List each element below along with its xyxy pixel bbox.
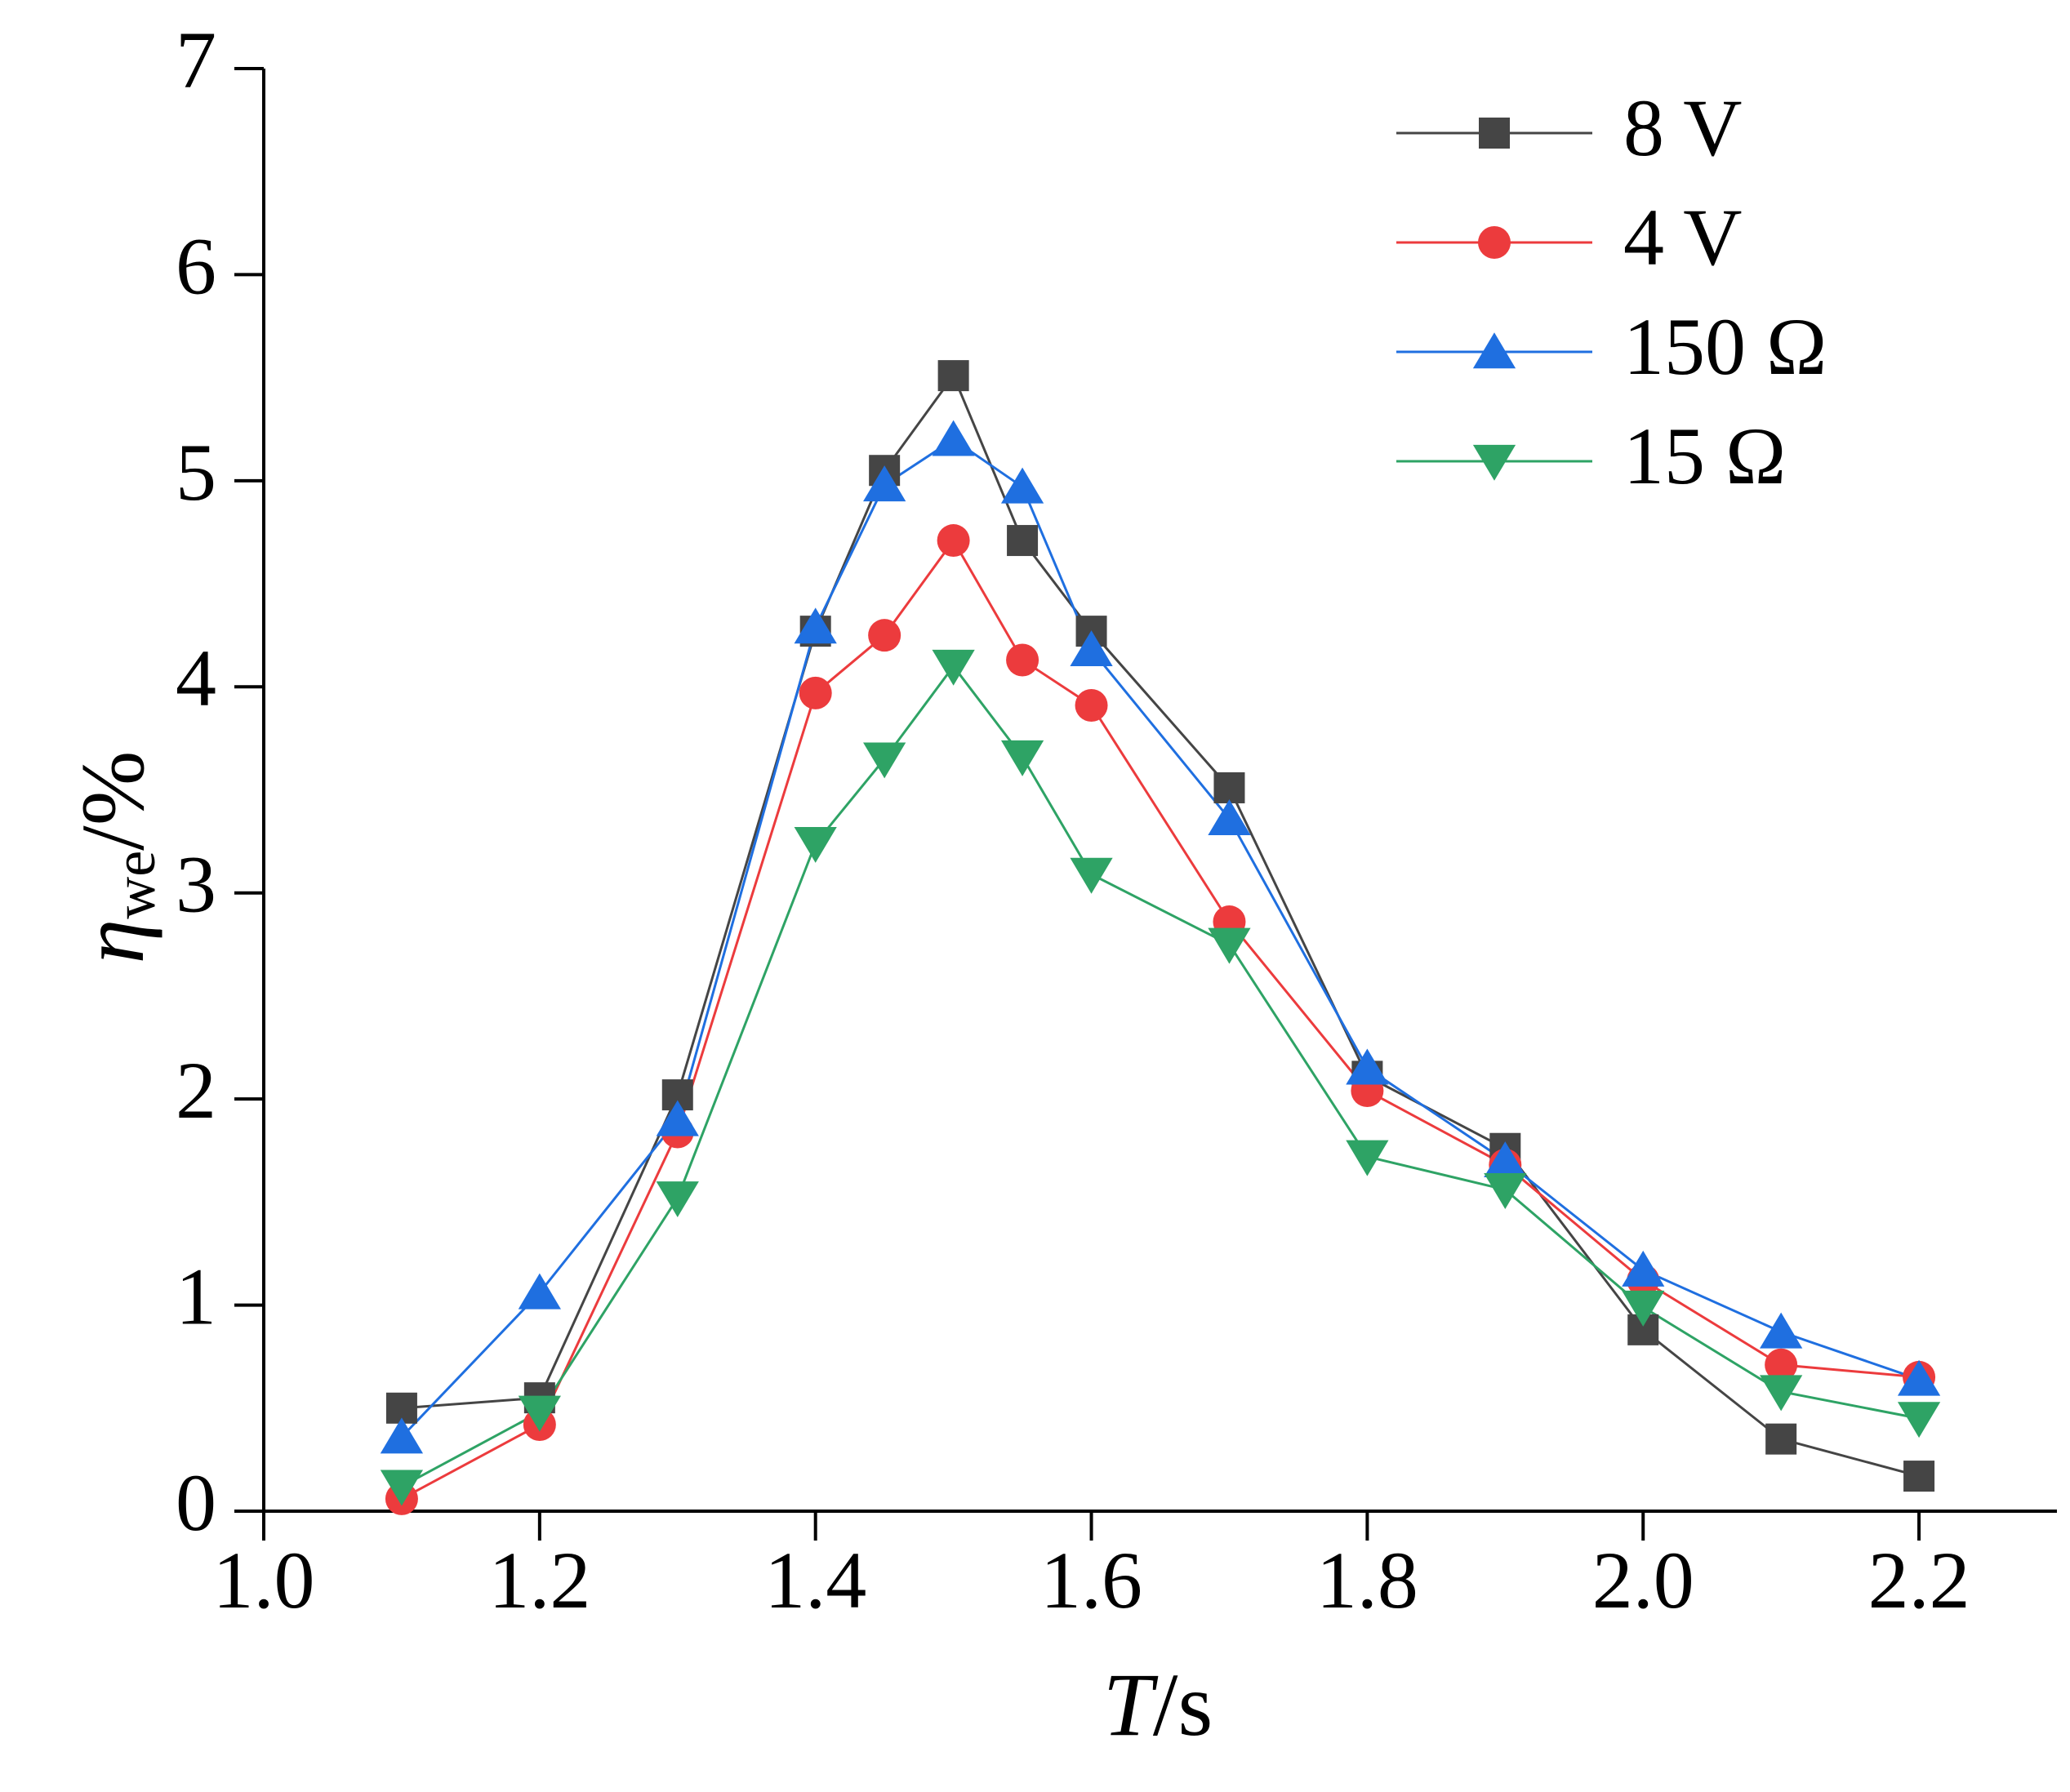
legend-marker — [1472, 332, 1516, 369]
legend-label: 4 V — [1623, 192, 1742, 282]
x-label-symbol: T — [1103, 1655, 1159, 1754]
data-point — [1208, 927, 1251, 964]
data-point — [656, 1181, 699, 1218]
x-tick-label: 1.0 — [213, 1535, 315, 1625]
series-line — [400, 438, 1920, 1438]
series-line — [401, 538, 1920, 1501]
data-point — [380, 1417, 424, 1454]
data-point — [794, 826, 837, 863]
data-point — [1897, 1402, 1941, 1438]
data-point — [1075, 689, 1108, 723]
y-label-symbol: η — [63, 919, 162, 964]
x-axis-label: T/s — [1103, 1655, 1213, 1754]
data-point — [937, 524, 970, 558]
data-point — [1346, 1140, 1389, 1176]
y-label-unit: /% — [63, 751, 162, 851]
y-tick-label: 0 — [176, 1457, 216, 1548]
data-point — [1213, 771, 1245, 803]
data-point — [1000, 740, 1044, 776]
x-tick-label: 1.6 — [1040, 1535, 1142, 1625]
data-point — [1070, 857, 1113, 894]
data-point — [1000, 467, 1044, 504]
data-point — [1346, 1048, 1389, 1085]
data-point — [656, 1100, 699, 1136]
data-point — [518, 1273, 561, 1310]
legend-label: 8 V — [1623, 82, 1742, 173]
legend-marker — [1479, 118, 1510, 149]
data-point — [1070, 630, 1113, 667]
y-axis-label: ηwe/% — [63, 751, 167, 964]
data-point — [1484, 1173, 1527, 1209]
data-point — [1006, 643, 1039, 677]
data-point — [380, 1470, 424, 1506]
y-tick-label: 4 — [176, 633, 216, 723]
y-tick-label: 5 — [176, 427, 216, 518]
x-label-unit: /s — [1153, 1655, 1213, 1754]
data-point — [799, 676, 832, 709]
data-point — [1760, 1375, 1803, 1412]
legend-label: 15 Ω — [1623, 411, 1786, 501]
data-point — [932, 649, 975, 686]
data-point — [937, 360, 969, 392]
data-point — [1903, 1461, 1935, 1492]
x-tick-label: 1.8 — [1316, 1535, 1418, 1625]
data-point — [794, 607, 837, 644]
series-line — [401, 373, 1920, 1478]
data-point — [518, 1395, 561, 1432]
y-tick-label: 7 — [176, 15, 216, 105]
data-point — [1208, 799, 1251, 836]
data-point — [1622, 1250, 1665, 1287]
x-tick-label: 2.0 — [1592, 1535, 1694, 1625]
data-point — [863, 742, 906, 779]
x-tick-label: 2.2 — [1868, 1535, 1970, 1625]
legend-marker — [1478, 226, 1511, 259]
data-point — [1622, 1290, 1665, 1327]
series-line — [401, 664, 1920, 1488]
data-point — [1765, 1348, 1798, 1381]
data-point — [1007, 525, 1039, 557]
legend-marker — [1472, 444, 1516, 481]
y-tick-label: 6 — [176, 220, 216, 311]
y-label-subscript: we — [102, 851, 167, 919]
y-tick-label: 1 — [176, 1252, 216, 1342]
legend-label: 150 Ω — [1623, 301, 1827, 392]
data-point — [1765, 1423, 1797, 1455]
data-point — [868, 619, 901, 652]
data-point — [1484, 1141, 1527, 1178]
data-point — [932, 420, 975, 456]
data-point — [1760, 1312, 1803, 1349]
x-tick-label: 1.4 — [764, 1535, 866, 1625]
data-point — [1897, 1359, 1941, 1396]
data-point — [863, 465, 906, 502]
x-tick-label: 1.2 — [488, 1535, 590, 1625]
y-tick-label: 3 — [176, 839, 216, 930]
y-tick-label: 2 — [176, 1045, 216, 1136]
